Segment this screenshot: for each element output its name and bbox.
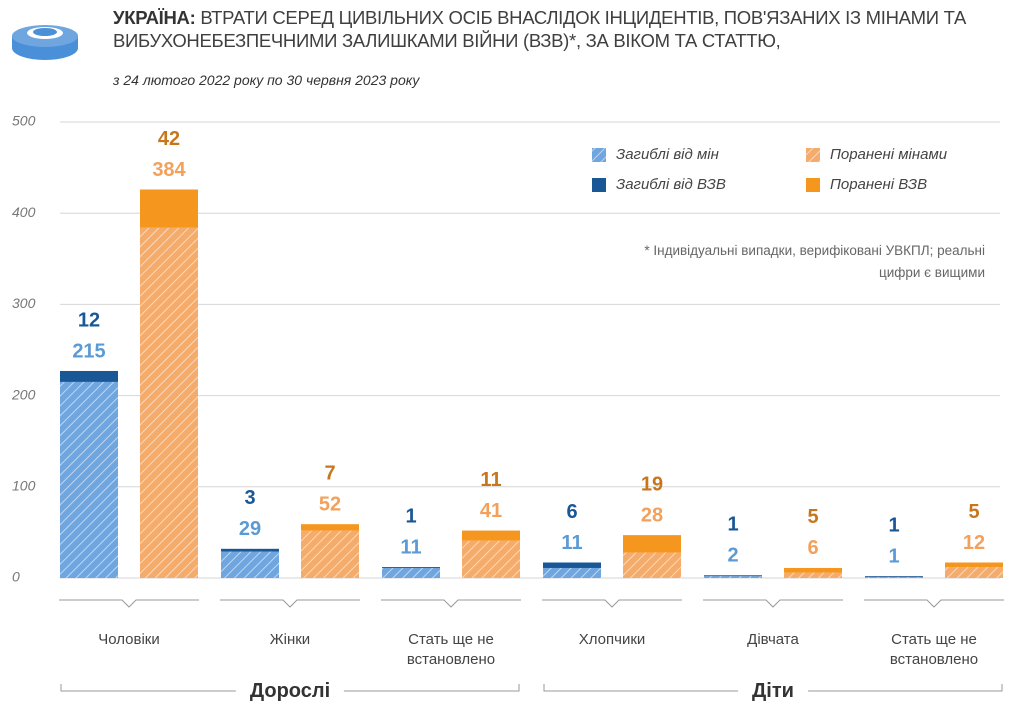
bar-segment (784, 572, 842, 578)
subtitle: з 24 лютого 2022 року по 30 червня 2023 … (113, 72, 420, 88)
x-axis-segment (864, 599, 1004, 608)
legend-swatch (592, 178, 606, 192)
y-tick-label: 400 (12, 204, 36, 220)
value-label: 29 (239, 518, 261, 540)
value-label: 1 (727, 514, 738, 536)
value-label: 41 (480, 500, 502, 522)
bar-segment (221, 548, 279, 552)
bar-segment (382, 567, 440, 568)
bar-segment (462, 530, 520, 541)
value-label: 6 (566, 501, 577, 523)
group-label: Дорослі (235, 680, 345, 703)
x-axis-segment (381, 599, 521, 608)
mine-icon (12, 25, 78, 60)
x-tick-label: Стать ще не встановлено (406, 631, 496, 668)
bar-segment (301, 530, 359, 578)
value-label: 5 (968, 501, 979, 523)
bar-segment (865, 577, 923, 578)
x-tick-label: Жінки (269, 631, 311, 648)
value-label: 1 (888, 514, 899, 536)
x-axis-segment (59, 599, 199, 608)
x-tick-label: Хлопчики (578, 631, 646, 648)
bar-segment (543, 567, 601, 578)
bar-segment (140, 227, 198, 579)
x-tick-label: Дівчата (747, 631, 799, 648)
value-label: 215 (72, 340, 105, 362)
legend-swatch (592, 148, 606, 162)
bar-segment (221, 551, 279, 578)
bar-segment (60, 381, 118, 578)
legend-swatch (806, 178, 820, 192)
bar-segment (704, 576, 762, 578)
bar-segment (865, 576, 923, 578)
chart-title: УКРАЇНА: ВТРАТИ СЕРЕД ЦИВІЛЬНИХ ОСІБ ВНА… (113, 6, 1003, 52)
legend-label: Поранені ВЗВ (830, 176, 927, 193)
bar-segment (784, 567, 842, 573)
value-label: 2 (727, 545, 738, 567)
bar-segment (140, 189, 198, 228)
bar-segment (543, 562, 601, 568)
value-label: 11 (400, 536, 421, 558)
value-label: 7 (324, 462, 335, 484)
bar-segment (945, 562, 1003, 568)
bar-segment (945, 567, 1003, 578)
x-axis-segment (703, 599, 843, 608)
x-tick-label: Стать ще не встановлено (889, 631, 979, 668)
value-label: 384 (152, 159, 186, 181)
legend-swatch (806, 148, 820, 162)
value-label: 12 (78, 309, 100, 331)
value-label: 11 (480, 469, 501, 491)
value-label: 28 (641, 504, 663, 526)
bar-segment (301, 524, 359, 531)
x-tick-label: Чоловіки (98, 631, 160, 648)
y-tick-label: 300 (12, 295, 36, 311)
legend-label: Загиблі від ВЗВ (616, 176, 726, 193)
value-label: 12 (963, 532, 985, 554)
annotation: * Індивідуальні випадки, верифіковані УВ… (644, 243, 985, 280)
y-tick-label: 100 (12, 478, 36, 494)
value-label: 42 (158, 128, 180, 150)
title-prefix: УКРАЇНА: (113, 7, 196, 28)
value-label: 1 (405, 505, 416, 527)
value-label: 1 (888, 545, 899, 567)
y-tick-label: 0 (12, 569, 20, 585)
y-tick-label: 200 (11, 386, 36, 402)
legend-label: Загиблі від мін (616, 146, 719, 163)
value-label: 19 (641, 473, 663, 495)
value-label: 3 (244, 487, 255, 509)
value-label: 52 (319, 493, 341, 515)
bar-segment (704, 575, 762, 577)
bar-segment (623, 535, 681, 553)
value-label: 5 (807, 506, 818, 528)
value-label: 11 (561, 532, 582, 554)
bar-segment (623, 552, 681, 578)
value-label: 6 (807, 537, 818, 559)
x-axis-segment (542, 599, 682, 608)
bar-segment (60, 370, 118, 382)
bar-segment (462, 540, 520, 578)
x-axis-segment (220, 599, 360, 608)
title-text: ВТРАТИ СЕРЕД ЦИВІЛЬНИХ ОСІБ ВНАСЛІДОК ІН… (113, 7, 967, 51)
legend-label: Поранені мінами (830, 146, 948, 163)
y-tick-label: 500 (12, 113, 36, 129)
group-label: Діти (738, 680, 808, 703)
bar-segment (382, 567, 440, 578)
